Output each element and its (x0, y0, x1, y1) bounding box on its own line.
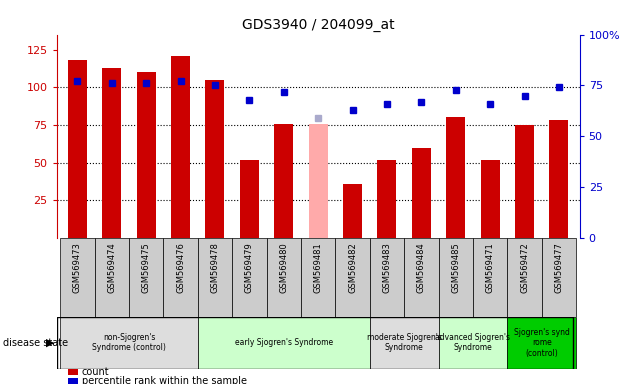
Bar (198, 317, 370, 369)
Text: Sjogren's synd
rome
(control): Sjogren's synd rome (control) (514, 328, 570, 358)
Text: GSM569477: GSM569477 (554, 242, 563, 293)
Text: disease state: disease state (3, 338, 68, 348)
Bar (412, 147, 431, 238)
Bar (309, 200, 328, 238)
Bar (171, 56, 190, 238)
Text: GSM569484: GSM569484 (417, 242, 426, 293)
Text: GSM569471: GSM569471 (486, 242, 495, 293)
Bar (507, 317, 576, 369)
Bar (240, 160, 259, 238)
Text: GSM569474: GSM569474 (107, 242, 117, 293)
Bar (377, 160, 396, 238)
Bar (507, 238, 542, 317)
Text: GSM569482: GSM569482 (348, 242, 357, 293)
Text: GSM569475: GSM569475 (142, 242, 151, 293)
Bar (60, 317, 198, 369)
Bar (301, 238, 335, 317)
Bar (68, 60, 87, 238)
Bar (473, 238, 507, 317)
Text: GSM569479: GSM569479 (245, 242, 254, 293)
Bar (438, 317, 507, 369)
Text: GSM569481: GSM569481 (314, 242, 323, 293)
Text: GSM569478: GSM569478 (210, 242, 219, 293)
Text: GSM569480: GSM569480 (279, 242, 289, 293)
Text: percentile rank within the sample: percentile rank within the sample (82, 376, 247, 384)
Bar (542, 238, 576, 317)
Bar (94, 238, 129, 317)
Bar (102, 68, 121, 238)
Bar (343, 184, 362, 238)
Bar (549, 121, 568, 238)
Bar (274, 124, 293, 238)
Bar (129, 238, 163, 317)
Text: early Sjogren's Syndrome: early Sjogren's Syndrome (235, 338, 333, 347)
Bar (205, 80, 224, 238)
Title: GDS3940 / 204099_at: GDS3940 / 204099_at (242, 18, 394, 32)
Bar (60, 238, 94, 317)
Bar (481, 160, 500, 238)
Bar (404, 238, 438, 317)
Bar (446, 118, 465, 238)
Bar (370, 317, 438, 369)
Text: GSM569485: GSM569485 (451, 242, 461, 293)
Text: GSM569473: GSM569473 (73, 242, 82, 293)
Text: ▶: ▶ (46, 338, 54, 348)
Text: count: count (82, 367, 110, 377)
Bar (163, 238, 198, 317)
Bar (515, 125, 534, 238)
Bar (309, 124, 328, 238)
Text: GSM569476: GSM569476 (176, 242, 185, 293)
Bar (198, 238, 232, 317)
Bar (370, 238, 404, 317)
Text: GSM569472: GSM569472 (520, 242, 529, 293)
Bar (232, 238, 266, 317)
Bar (438, 238, 473, 317)
Bar (266, 238, 301, 317)
Text: moderate Sjogren's
Syndrome: moderate Sjogren's Syndrome (367, 333, 442, 353)
Text: non-Sjogren's
Syndrome (control): non-Sjogren's Syndrome (control) (92, 333, 166, 353)
Bar (335, 238, 370, 317)
Text: advanced Sjogren's
Syndrome: advanced Sjogren's Syndrome (435, 333, 510, 353)
Text: GSM569483: GSM569483 (382, 242, 391, 293)
Bar (137, 72, 156, 238)
